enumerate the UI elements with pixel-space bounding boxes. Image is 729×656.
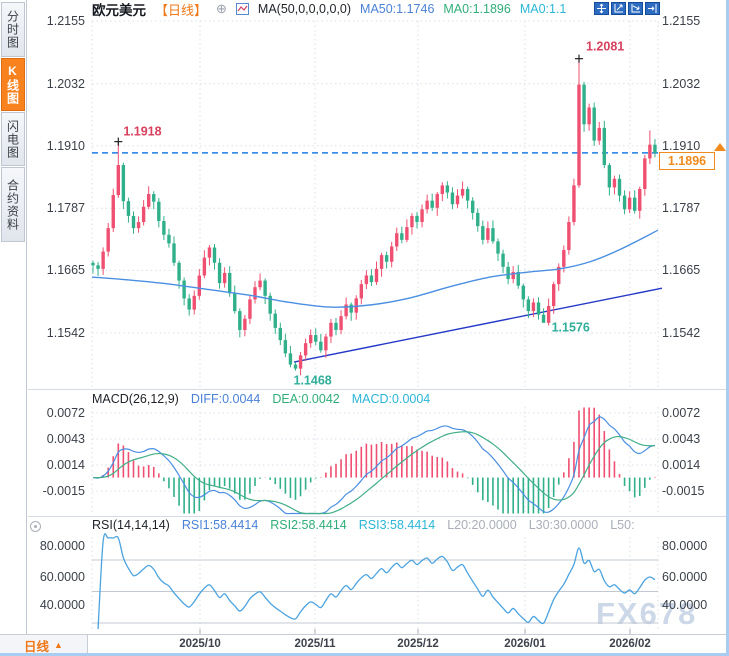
price-tick: 1.1910 bbox=[662, 139, 701, 153]
pan-right-icon[interactable] bbox=[628, 2, 643, 15]
date-tick: 2025/10 bbox=[179, 638, 221, 650]
rsi3-value: RSI3:58.4414 bbox=[358, 518, 436, 532]
date-axis bbox=[0, 634, 729, 656]
ma0b-value: MA0:1.1 bbox=[519, 2, 567, 16]
date-tick: 2026/02 bbox=[609, 638, 651, 650]
rsi-header: RSI(14,14,14) RSI1:58.4414 RSI2:58.4414 … bbox=[92, 518, 635, 532]
price-tick: 1.1910 bbox=[46, 139, 85, 153]
sidebar: 分时图 K线图 闪电图 合约资料 bbox=[0, 0, 27, 656]
sidebar-tab-time-chart[interactable]: 分时图 bbox=[1, 2, 25, 57]
fx678-watermark: FX678 bbox=[596, 596, 698, 631]
rsi-l30: L30:30.0000 bbox=[528, 518, 599, 532]
rsi-tick: 60.0000 bbox=[662, 570, 708, 584]
macd-tick: 0.0014 bbox=[46, 458, 85, 472]
macd-tick: 0.0014 bbox=[662, 458, 701, 472]
price-tick: 1.2032 bbox=[46, 77, 85, 91]
sidebar-tab-lightning-chart[interactable]: 闪电图 bbox=[1, 112, 25, 166]
macd-tick: -0.0015 bbox=[42, 484, 85, 498]
rsi-l20: L20:20.0000 bbox=[447, 518, 517, 532]
current-price-badge: 1.1896 bbox=[659, 152, 715, 170]
macd-tick: 0.0072 bbox=[662, 406, 701, 420]
add-indicator-icon[interactable]: ⊕ bbox=[216, 1, 227, 16]
macd-tick: 0.0043 bbox=[46, 432, 85, 446]
price-up-arrow-icon bbox=[714, 143, 726, 151]
price-tick: 1.1542 bbox=[46, 326, 85, 340]
zoom-area-icon[interactable] bbox=[611, 2, 626, 15]
price-tick: 1.1665 bbox=[46, 263, 85, 277]
price-tick: 1.1787 bbox=[46, 201, 85, 215]
crosshair-icon[interactable] bbox=[594, 2, 609, 15]
rsi-tick: 40.0000 bbox=[662, 598, 708, 612]
period-selector-label: 日线 bbox=[24, 639, 50, 654]
rsi-tick: 60.0000 bbox=[39, 570, 85, 584]
horizontal-scrollbar[interactable] bbox=[0, 653, 729, 656]
rsi-l50: L50: bbox=[610, 518, 635, 532]
rsi-tick: 40.0000 bbox=[39, 598, 85, 612]
price-tick: 1.2032 bbox=[662, 77, 701, 91]
toolbar: 欧元美元 【日线】 ⊕ MA(50,0,0,0,0,0) MA50:1.1746… bbox=[92, 1, 567, 18]
macd-value: MACD:0.0004 bbox=[351, 392, 431, 406]
price-tick: 1.1787 bbox=[662, 201, 701, 215]
macd-tick: 0.0072 bbox=[46, 406, 85, 420]
svg-text:1.1576: 1.1576 bbox=[552, 321, 590, 335]
chart-tool-icons bbox=[594, 2, 660, 15]
ma0-value: MA0:1.1896 bbox=[443, 2, 511, 16]
price-tick: 1.1542 bbox=[662, 326, 701, 340]
svg-text:1.1468: 1.1468 bbox=[294, 374, 332, 388]
price-tick: 1.1665 bbox=[662, 263, 701, 277]
macd-tick: -0.0015 bbox=[662, 484, 705, 498]
symbol-title: 欧元美元 bbox=[92, 3, 146, 18]
date-tick: 2026/01 bbox=[504, 638, 546, 650]
svg-text:1.1918: 1.1918 bbox=[123, 125, 161, 139]
rsi1-value: RSI1:58.4414 bbox=[181, 518, 259, 532]
macd-header: MACD(26,12,9) DIFF:0.0044 DEA:0.0042 MAC… bbox=[92, 392, 430, 406]
sidebar-tab-kline-chart[interactable]: K线图 bbox=[1, 58, 25, 111]
exit-chart-icon[interactable] bbox=[645, 2, 660, 15]
rsi-name: RSI(14,14,14) bbox=[92, 518, 170, 532]
triangle-up-icon: ▲ bbox=[54, 639, 63, 650]
period-label: 【日线】 bbox=[155, 2, 208, 18]
panel-settings-icon[interactable] bbox=[30, 521, 41, 532]
rsi-tick: 80.0000 bbox=[39, 539, 85, 553]
date-tick: 2025/11 bbox=[294, 638, 336, 650]
sidebar-tab-contract-info[interactable]: 合约资料 bbox=[1, 167, 25, 242]
svg-text:1.2081: 1.2081 bbox=[586, 40, 624, 54]
rsi2-value: RSI2:58.4414 bbox=[270, 518, 347, 532]
chart-settings-icon[interactable] bbox=[235, 3, 249, 15]
price-tick: 1.2155 bbox=[662, 14, 701, 28]
rsi-tick: 80.0000 bbox=[662, 539, 708, 553]
macd-tick: 0.0043 bbox=[662, 432, 701, 446]
price-tick: 1.2155 bbox=[46, 14, 85, 28]
vertical-scrollbar[interactable] bbox=[726, 0, 729, 656]
ma-settings-label: MA(50,0,0,0,0,0) bbox=[257, 2, 352, 16]
macd-dea: DEA:0.0042 bbox=[272, 392, 340, 406]
date-tick: 2025/12 bbox=[397, 638, 439, 650]
macd-name: MACD(26,12,9) bbox=[92, 392, 179, 406]
ma50-value: MA50:1.1746 bbox=[360, 2, 435, 16]
macd-diff: DIFF:0.0044 bbox=[190, 392, 261, 406]
